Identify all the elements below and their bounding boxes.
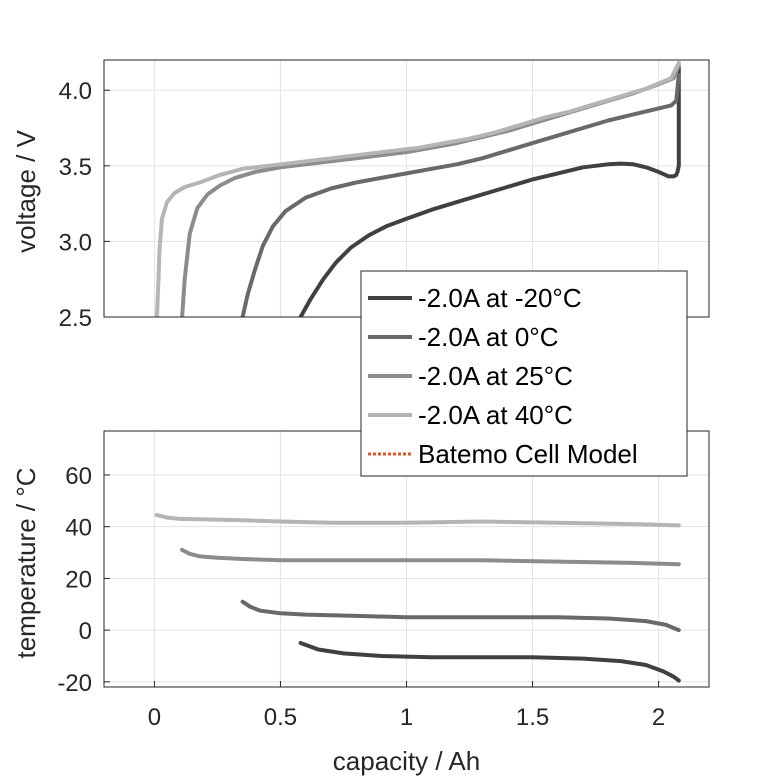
temperature-series-line-2 xyxy=(180,547,681,567)
temperature-y-tick-label: 0 xyxy=(79,618,92,645)
capacity-x-axis-label: capacity / Ah xyxy=(333,746,480,776)
temperature-y-tick-label: 60 xyxy=(65,463,92,490)
voltage-y-tick-label: 3.5 xyxy=(59,154,92,181)
voltage-y-tick-label: 3.0 xyxy=(59,229,92,256)
legend-entry-label: -2.0A at -20°C xyxy=(418,283,582,313)
legend-box xyxy=(360,270,688,477)
legend-entry-label: -2.0A at 40°C xyxy=(418,400,573,430)
voltage-y-tick-label: 4.0 xyxy=(59,78,92,105)
temperature-panel: -20 0 20 40 60 0 0.5 1 1.5 2 temperature / °C ca… xyxy=(11,430,710,776)
temperature-y-tick-label: 20 xyxy=(65,566,92,593)
legend-entry-label: -2.0A at 0°C xyxy=(418,322,558,352)
temperature-series-line-3 xyxy=(154,513,681,528)
capacity-x-tick-label: 0 xyxy=(148,704,161,731)
temperature-y-tick-label: -20 xyxy=(57,670,92,697)
voltage-series xyxy=(154,61,681,317)
temperature-y-ticks: -20 0 20 40 60 xyxy=(57,463,110,697)
temperature-series xyxy=(154,513,681,683)
temperature-y-axis-label: temperature / °C xyxy=(11,467,41,658)
voltage-series-line-0 xyxy=(298,65,681,317)
temperature-series-line-0 xyxy=(298,641,681,683)
voltage-y-axis-label: voltage / V xyxy=(11,129,41,253)
capacity-x-tick-label: 1 xyxy=(400,704,413,731)
capacity-x-tick-label: 2 xyxy=(652,704,665,731)
capacity-x-ticks: 0 0.5 1 1.5 2 xyxy=(148,681,665,731)
legend-entry-label: Batemo Cell Model xyxy=(418,439,638,469)
legend: -2.0A at -20°C -2.0A at 0°C -2.0A at 25°C -… xyxy=(360,270,688,477)
voltage-y-tick-label: 2.5 xyxy=(59,305,92,332)
temperature-series-line-1 xyxy=(240,599,681,633)
voltage-series-line-1 xyxy=(240,73,681,317)
legend-entry-label: -2.0A at 25°C xyxy=(418,361,573,391)
temperature-y-tick-label: 40 xyxy=(65,515,92,542)
capacity-x-tick-label: 1.5 xyxy=(516,704,549,731)
voltage-series-line-3 xyxy=(154,61,681,317)
voltage-y-ticks: 2.5 3.0 3.5 4.0 xyxy=(59,78,110,332)
capacity-x-tick-label: 0.5 xyxy=(264,704,297,731)
